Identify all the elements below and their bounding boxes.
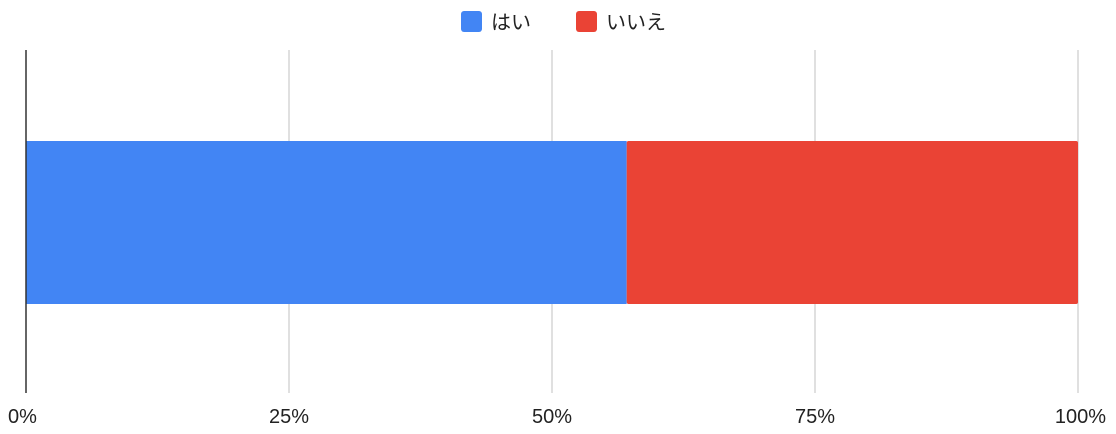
legend: はい いいえ bbox=[461, 10, 666, 34]
x-tick-label: 0% bbox=[8, 406, 37, 428]
legend-swatch-no[interactable] bbox=[576, 11, 597, 32]
x-tick-label: 50% bbox=[532, 406, 572, 428]
x-tick-label: 100% bbox=[1055, 406, 1106, 428]
bar-segment-no[interactable] bbox=[626, 141, 1078, 304]
legend-swatch-yes[interactable] bbox=[461, 11, 482, 32]
x-tick-labels: 0% 25% 50% 75% 100% bbox=[8, 406, 1106, 428]
legend-label-yes[interactable]: はい bbox=[491, 10, 531, 34]
legend-label-no[interactable]: いいえ bbox=[606, 10, 666, 34]
bar-segment-yes[interactable] bbox=[26, 141, 627, 304]
bar-layer bbox=[26, 141, 1078, 304]
x-tick-label: 75% bbox=[795, 406, 835, 428]
x-tick-label: 25% bbox=[269, 406, 309, 428]
